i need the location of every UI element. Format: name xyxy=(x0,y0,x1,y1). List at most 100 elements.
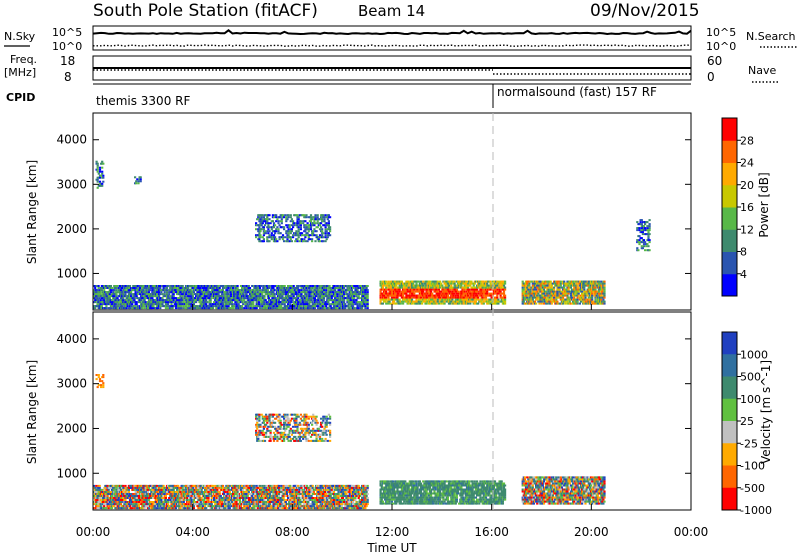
data-cell xyxy=(113,287,116,289)
data-cell xyxy=(348,287,351,289)
data-cell xyxy=(409,494,412,497)
data-cell xyxy=(150,301,153,304)
data-cell xyxy=(290,297,293,300)
data-cell xyxy=(104,285,107,287)
data-cell xyxy=(408,490,411,493)
data-cell xyxy=(549,290,552,293)
data-cell xyxy=(641,233,644,236)
data-cell xyxy=(400,296,403,299)
data-cell xyxy=(109,307,112,310)
data-cell xyxy=(600,296,603,299)
data-cell xyxy=(472,284,475,287)
data-cell xyxy=(159,287,162,289)
data-cell xyxy=(122,297,125,300)
data-cell xyxy=(403,284,406,287)
data-cell xyxy=(567,286,570,289)
data-cell xyxy=(267,224,270,227)
data-cell xyxy=(549,302,552,305)
data-cell xyxy=(388,300,391,303)
data-cell xyxy=(187,303,190,306)
data-cell xyxy=(311,307,314,310)
data-cell xyxy=(389,490,392,493)
data-cell xyxy=(158,287,161,289)
data-cell xyxy=(144,301,147,304)
data-cell xyxy=(410,292,414,295)
data-cell xyxy=(549,292,552,295)
data-cell xyxy=(469,294,472,297)
data-cell xyxy=(169,307,172,310)
data-cell xyxy=(363,303,366,306)
data-cell xyxy=(224,295,227,298)
data-cell xyxy=(397,484,400,487)
data-cell xyxy=(297,293,300,296)
data-cell xyxy=(405,490,408,493)
data-cell xyxy=(424,282,427,285)
data-cell xyxy=(404,480,407,483)
data-cell xyxy=(463,280,466,283)
data-cell xyxy=(447,290,451,293)
data-cell xyxy=(387,492,390,495)
data-cell xyxy=(288,299,291,302)
data-cell xyxy=(526,298,529,301)
data-cell xyxy=(219,291,222,294)
data-cell xyxy=(108,293,111,296)
data-cell xyxy=(184,307,188,310)
data-cell xyxy=(100,297,103,300)
data-cell xyxy=(141,289,144,292)
data-cell xyxy=(218,287,221,289)
data-cell xyxy=(586,288,589,291)
data-cell xyxy=(603,296,606,299)
data-cell xyxy=(324,240,327,243)
data-cell xyxy=(389,298,392,301)
data-cell xyxy=(591,288,594,291)
data-cell xyxy=(329,216,332,219)
data-cell xyxy=(541,300,544,303)
data-cell xyxy=(259,240,262,243)
data-cell xyxy=(291,299,294,302)
data-cell xyxy=(270,238,273,241)
data-cell xyxy=(224,293,227,296)
data-cell xyxy=(488,292,491,295)
data-cell xyxy=(582,284,585,287)
data-cell xyxy=(422,286,425,289)
data-cell xyxy=(312,230,315,233)
data-cell xyxy=(641,247,644,250)
data-cell xyxy=(311,301,314,304)
y-tick-label: 3000 xyxy=(56,177,87,191)
data-cell xyxy=(191,301,194,304)
data-cell xyxy=(584,294,587,297)
data-cell xyxy=(549,286,552,289)
data-cell xyxy=(225,303,228,306)
data-cell xyxy=(385,482,388,485)
data-cell xyxy=(256,291,259,294)
data-cell xyxy=(594,298,597,301)
data-cell xyxy=(294,240,297,243)
data-cell xyxy=(530,292,533,295)
data-cell xyxy=(297,303,300,306)
data-cell xyxy=(348,295,351,298)
data-cell xyxy=(99,307,102,310)
data-cell xyxy=(98,170,102,173)
data-cell xyxy=(241,305,244,308)
data-cell xyxy=(304,240,307,243)
data-cell xyxy=(283,303,286,306)
data-cell xyxy=(154,303,157,306)
data-cell xyxy=(576,298,579,301)
data-cell xyxy=(437,286,440,289)
data-cell xyxy=(278,303,281,306)
data-cell xyxy=(435,296,438,299)
data-cell xyxy=(211,303,215,306)
data-cell xyxy=(228,285,231,287)
data-cell xyxy=(456,286,460,289)
data-cell xyxy=(145,287,148,289)
data-cell xyxy=(547,294,550,297)
data-cell xyxy=(642,239,646,242)
data-cell xyxy=(252,293,255,296)
data-cell xyxy=(594,284,597,287)
data-cell xyxy=(306,305,309,308)
data-cell xyxy=(172,299,175,302)
data-cell xyxy=(117,289,120,292)
data-cell xyxy=(300,240,304,243)
data-cell xyxy=(233,303,236,306)
data-cell xyxy=(150,287,153,289)
